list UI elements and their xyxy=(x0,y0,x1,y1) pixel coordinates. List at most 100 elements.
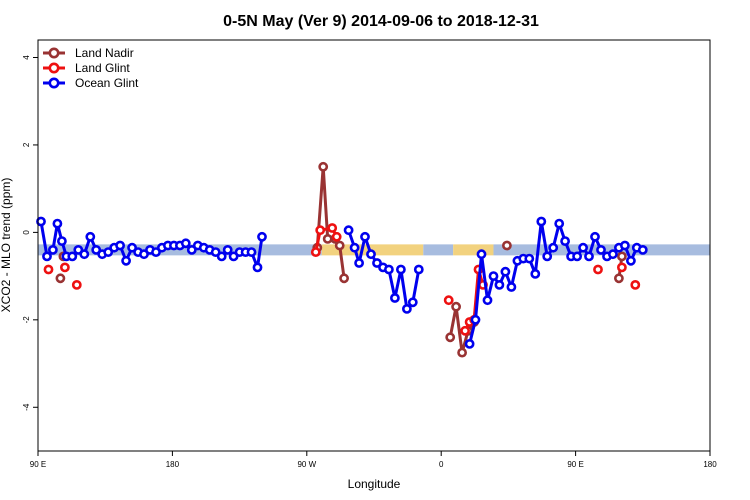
data-point xyxy=(67,251,78,262)
data-point xyxy=(222,244,233,255)
data-point xyxy=(445,332,456,343)
data-point xyxy=(506,282,517,292)
legend-item: Land Glint xyxy=(43,61,130,75)
series-land-nadir xyxy=(55,161,627,358)
data-point xyxy=(457,347,467,358)
data-point xyxy=(542,251,553,262)
data-point xyxy=(608,249,618,260)
data-point xyxy=(578,242,588,253)
y-tick-label: 4 xyxy=(22,55,31,60)
data-point xyxy=(339,273,349,284)
data-point xyxy=(560,236,570,246)
legend-swatch-marker xyxy=(48,47,60,59)
data-point xyxy=(395,264,406,275)
data-point xyxy=(530,268,541,279)
data-point xyxy=(103,247,114,257)
x-tick-label: 180 xyxy=(703,460,717,469)
data-point xyxy=(407,297,418,308)
x-tick-label: 0 xyxy=(439,460,444,469)
series-line xyxy=(315,165,346,279)
data-point xyxy=(413,264,424,275)
legend-label: Land Glint xyxy=(75,61,130,75)
data-point xyxy=(572,251,582,262)
data-point xyxy=(322,233,333,244)
y-tick-label: 2 xyxy=(22,142,31,147)
data-point xyxy=(620,240,630,251)
series-layer xyxy=(36,161,648,358)
data-point xyxy=(57,236,67,246)
data-point xyxy=(343,225,354,236)
data-point xyxy=(334,240,345,251)
data-point xyxy=(596,244,606,255)
y-tick-label: -4 xyxy=(22,403,31,411)
plot-frame xyxy=(37,39,711,452)
data-point xyxy=(617,251,627,262)
series-line xyxy=(314,226,339,253)
data-point xyxy=(500,266,511,277)
data-point xyxy=(318,161,329,172)
x-tick-label: 90 W xyxy=(297,460,316,469)
data-point xyxy=(115,240,125,251)
data-point xyxy=(584,251,594,262)
data-point xyxy=(48,244,58,255)
data-point xyxy=(372,258,382,268)
x-tick-label: 90 E xyxy=(567,460,583,469)
legend-swatch-marker xyxy=(48,62,60,74)
data-point xyxy=(389,293,400,303)
data-point xyxy=(460,325,470,336)
data-point xyxy=(554,218,565,229)
data-point xyxy=(354,258,364,268)
x-axis-label: Longitude xyxy=(348,477,401,491)
data-point xyxy=(180,238,191,249)
data-point xyxy=(42,251,52,262)
data-point xyxy=(310,247,321,257)
data-point xyxy=(617,262,627,273)
data-point xyxy=(79,249,90,260)
data-point xyxy=(216,251,227,262)
legend-swatch-marker xyxy=(48,77,60,89)
data-point xyxy=(331,231,342,242)
data-point xyxy=(464,338,475,349)
data-point xyxy=(43,264,54,275)
data-point xyxy=(548,242,559,253)
data-point xyxy=(451,301,461,312)
legend-item: Land Nadir xyxy=(43,46,134,60)
y-axis-ticks: 4 2 0 -2 -4 xyxy=(22,55,38,411)
data-point xyxy=(246,247,257,257)
series-land-glint xyxy=(43,223,641,336)
legend-item: Ocean Glint xyxy=(43,76,139,90)
data-point xyxy=(488,271,499,281)
data-point xyxy=(593,264,603,275)
data-point xyxy=(349,242,360,253)
data-point xyxy=(366,249,376,260)
data-point xyxy=(60,262,70,273)
data-point xyxy=(626,255,636,266)
data-point xyxy=(52,218,63,229)
data-point xyxy=(524,253,535,264)
data-point xyxy=(252,262,263,273)
data-point xyxy=(637,244,648,255)
data-point xyxy=(476,249,487,260)
data-point xyxy=(85,231,96,242)
chart-title: 0-5N May (Ver 9) 2014-09-06 to 2018-12-3… xyxy=(223,13,539,30)
legend-label: Ocean Glint xyxy=(75,76,139,90)
data-point xyxy=(443,295,454,306)
data-point xyxy=(383,264,394,275)
data-point xyxy=(470,314,481,325)
y-tick-label: -2 xyxy=(22,316,31,324)
data-point xyxy=(186,244,197,255)
x-tick-label: 90 E xyxy=(30,460,46,469)
data-point xyxy=(257,231,267,242)
data-point xyxy=(55,273,66,284)
data-point xyxy=(121,255,131,266)
data-point xyxy=(590,231,600,242)
data-point xyxy=(360,231,370,242)
data-point xyxy=(127,242,137,253)
data-point xyxy=(494,279,505,290)
data-point xyxy=(401,303,412,314)
y-axis-label: XCO2 - MLO trend (ppm) xyxy=(0,178,13,313)
data-point xyxy=(36,216,46,227)
legend-label: Land Nadir xyxy=(75,46,134,60)
